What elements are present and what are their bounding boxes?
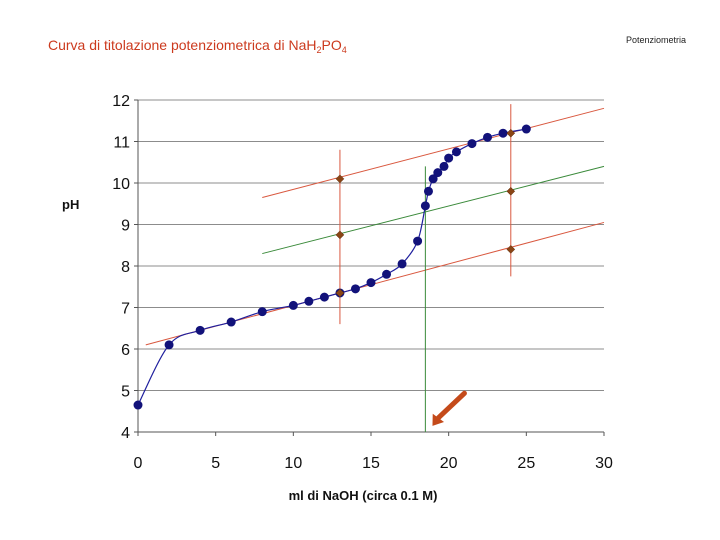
data-point bbox=[164, 340, 174, 350]
arrow-head bbox=[432, 413, 445, 426]
data-point bbox=[483, 132, 492, 142]
y-tick-label: 10 bbox=[112, 176, 130, 193]
data-point bbox=[319, 292, 329, 302]
corner-label: Potenziometria bbox=[626, 35, 687, 45]
y-tick-label: 11 bbox=[113, 135, 130, 152]
y-tick-label: 7 bbox=[121, 301, 130, 318]
midline bbox=[262, 165, 605, 255]
x-tick-label: 5 bbox=[211, 455, 220, 472]
y-tick-label: 6 bbox=[121, 342, 130, 359]
x-tick-label: 30 bbox=[595, 455, 613, 472]
data-point bbox=[439, 161, 449, 171]
data-point bbox=[366, 278, 376, 288]
y-axis-label: pH bbox=[62, 197, 79, 212]
data-point bbox=[521, 124, 531, 134]
y-tick-label: 5 bbox=[121, 384, 130, 401]
diamond-marker bbox=[335, 174, 345, 184]
tangent-line bbox=[262, 107, 605, 199]
data-point bbox=[413, 236, 423, 246]
title-subscript-4: 4 bbox=[341, 45, 347, 55]
x-tick-label: 10 bbox=[284, 455, 302, 472]
data-point bbox=[288, 300, 298, 310]
arrow-shaft bbox=[435, 390, 467, 421]
title-text-prefix: Curva di titolazione potenziometrica di … bbox=[48, 37, 317, 53]
data-point bbox=[133, 400, 143, 410]
data-point bbox=[382, 269, 392, 279]
data-point bbox=[423, 186, 433, 196]
y-tick-label: 4 bbox=[121, 425, 130, 442]
y-tick-label: 8 bbox=[121, 259, 130, 276]
x-tick-label: 15 bbox=[362, 455, 380, 472]
chart-title: Curva di titolazione potenziometrica di … bbox=[48, 37, 347, 55]
diamond-marker bbox=[335, 230, 345, 240]
data-point bbox=[467, 139, 477, 149]
x-tick-label: 0 bbox=[134, 455, 143, 472]
x-tick-label: 20 bbox=[440, 455, 458, 472]
data-point bbox=[350, 284, 360, 294]
data-point bbox=[195, 325, 205, 335]
diamond-marker bbox=[506, 245, 516, 254]
data-point bbox=[451, 147, 461, 157]
x-axis-label: ml di NaOH (circa 0.1 M) bbox=[289, 488, 438, 503]
title-text-po: PO bbox=[321, 37, 342, 53]
y-tick-label: 9 bbox=[121, 218, 130, 235]
data-point bbox=[428, 174, 438, 184]
data-point bbox=[397, 259, 407, 269]
data-point bbox=[433, 168, 443, 178]
data-point bbox=[257, 307, 267, 317]
diamond-marker bbox=[506, 186, 516, 196]
diamond-marker bbox=[335, 288, 345, 298]
y-tick-label: 12 bbox=[112, 93, 130, 110]
data-point bbox=[444, 153, 454, 163]
data-point bbox=[420, 201, 430, 211]
title-subscript-2: 2 bbox=[316, 45, 322, 55]
data-point bbox=[304, 296, 314, 306]
diamond-marker bbox=[506, 128, 516, 138]
x-tick-label: 25 bbox=[517, 455, 535, 472]
data-point bbox=[498, 128, 508, 138]
data-point bbox=[226, 317, 236, 327]
